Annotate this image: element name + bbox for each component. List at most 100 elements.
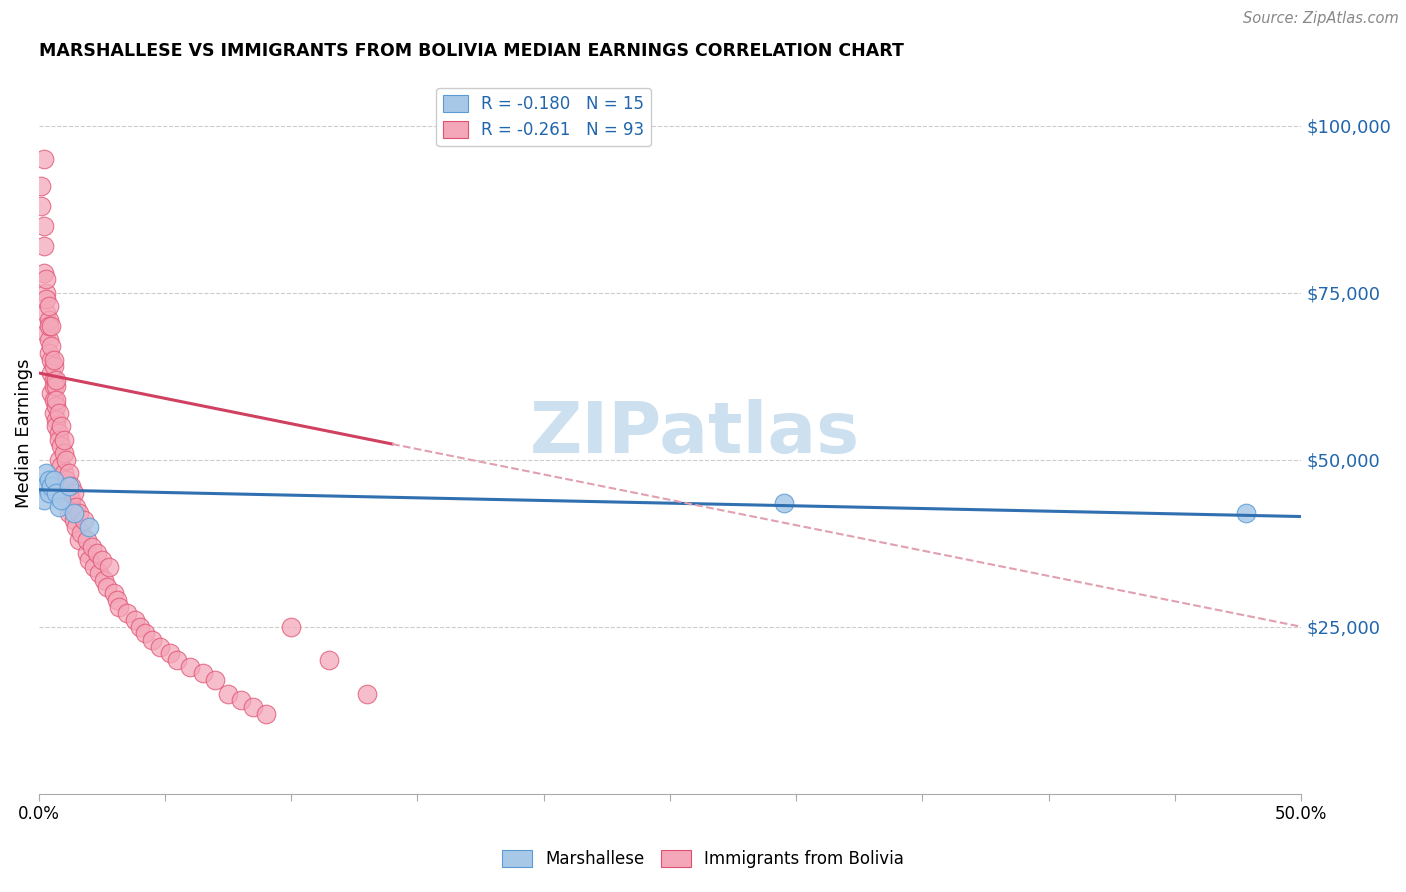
Point (149, 640, 172, 654)
Point (60, 479, 83, 493)
Point (67, 506, 90, 520)
Legend: Marshallese, Immigrants from Bolivia: Marshallese, Immigrants from Bolivia (495, 843, 911, 875)
Point (39, 339, 62, 353)
Point (38, 473, 60, 487)
Point (35, 466, 58, 480)
Point (39, 366, 62, 380)
Point (35, 272, 58, 286)
Point (77, 519, 100, 533)
Point (76, 546, 98, 560)
Point (166, 653, 188, 667)
Point (42, 392, 65, 407)
Point (38, 299, 60, 313)
Point (83, 559, 105, 574)
Point (67, 533, 90, 547)
Point (229, 693, 252, 707)
Point (48, 406, 70, 420)
Point (32, 153, 55, 167)
Point (86, 546, 108, 560)
Point (35, 293, 58, 307)
Point (51, 419, 73, 434)
Point (103, 586, 125, 600)
Point (318, 653, 340, 667)
Text: MARSHALLESE VS IMMIGRANTS FROM BOLIVIA MEDIAN EARNINGS CORRELATION CHART: MARSHALLESE VS IMMIGRANTS FROM BOLIVIA M… (38, 42, 904, 60)
Y-axis label: Median Earnings: Median Earnings (15, 359, 32, 508)
Point (52, 479, 75, 493)
Point (39, 319, 62, 334)
Point (70, 526, 93, 541)
Point (65, 519, 87, 533)
Point (42, 406, 65, 420)
Point (58, 486, 80, 500)
Point (32, 266, 55, 280)
Point (217, 686, 239, 700)
Point (76, 533, 98, 547)
Point (128, 620, 150, 634)
Point (115, 607, 138, 621)
Legend: R = -0.180   N = 15, R = -0.261   N = 93: R = -0.180 N = 15, R = -0.261 N = 93 (436, 88, 651, 146)
Point (42, 473, 65, 487)
Point (58, 506, 80, 520)
Point (45, 379, 67, 393)
Point (93, 573, 115, 587)
Point (35, 326, 58, 340)
Point (96, 580, 118, 594)
Point (98, 559, 121, 574)
Point (80, 540, 103, 554)
Point (63, 513, 86, 527)
Point (38, 346, 60, 360)
Point (60, 492, 83, 507)
Point (51, 459, 73, 474)
Point (38, 319, 60, 334)
Point (48, 452, 70, 467)
Point (204, 673, 226, 687)
Point (51, 492, 73, 507)
Point (55, 473, 77, 487)
Point (73, 513, 96, 527)
Point (39, 386, 62, 401)
Point (42, 379, 65, 393)
Point (108, 599, 131, 614)
Point (32, 492, 55, 507)
Point (89, 566, 111, 581)
Text: ZIPatlas: ZIPatlas (530, 399, 860, 467)
Point (280, 620, 302, 634)
Point (179, 660, 201, 674)
Point (90, 553, 112, 567)
Point (35, 285, 58, 300)
Point (242, 699, 264, 714)
Point (39, 479, 62, 493)
Point (48, 500, 70, 514)
Point (38, 486, 60, 500)
Text: Source: ZipAtlas.com: Source: ZipAtlas.com (1243, 11, 1399, 26)
Point (141, 633, 163, 648)
Point (35, 479, 58, 493)
Point (356, 686, 378, 700)
Point (45, 486, 67, 500)
Point (45, 392, 67, 407)
Point (39, 352, 62, 367)
Point (42, 359, 65, 374)
Point (124, 613, 146, 627)
Point (105, 593, 128, 607)
Point (45, 400, 67, 414)
Point (38, 312, 60, 326)
Point (52, 446, 75, 460)
Point (32, 219, 55, 233)
Point (52, 433, 75, 447)
Point (45, 413, 67, 427)
Point (191, 666, 214, 681)
Point (35, 306, 58, 320)
Point (60, 500, 83, 514)
Point (159, 647, 181, 661)
Point (63, 506, 86, 520)
Point (254, 706, 277, 721)
Point (63, 486, 86, 500)
Point (55, 492, 77, 507)
Point (30, 178, 52, 193)
Point (1234, 506, 1257, 520)
Point (58, 466, 80, 480)
Point (772, 496, 794, 510)
Point (48, 425, 70, 440)
Point (32, 239, 55, 253)
